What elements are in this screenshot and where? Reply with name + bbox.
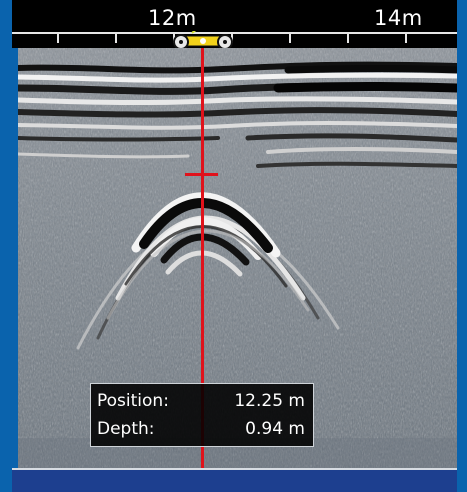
- position-label: Position:: [97, 391, 169, 411]
- depth-row: Depth: 0.94 m: [97, 417, 305, 441]
- bottom-divider: [12, 468, 457, 470]
- depth-label: Depth:: [97, 419, 155, 439]
- ruler-tick: [173, 33, 175, 43]
- depth-value: 0.94 m: [245, 419, 305, 439]
- ruler-tick: [115, 33, 117, 43]
- position-value: 12.25 m: [234, 391, 305, 411]
- position-cursor-line[interactable]: [201, 48, 204, 472]
- ruler-label-12m: 12m: [148, 6, 197, 30]
- ruler-tick: [57, 33, 59, 43]
- ruler-tick: [347, 33, 349, 43]
- distance-ruler: 12m 14m: [12, 0, 457, 50]
- ruler-baseline: [12, 32, 457, 34]
- position-row: Position: 12.25 m: [97, 389, 305, 413]
- ruler-tick: [405, 33, 407, 43]
- cursor-readout-panel: Position: 12.25 m Depth: 0.94 m: [90, 383, 314, 447]
- ruler-tick: [289, 33, 291, 43]
- ruler-label-14m: 14m: [374, 6, 423, 30]
- ruler-tick: [231, 33, 233, 43]
- bottom-status-bar: [12, 470, 457, 492]
- depth-cursor-marker[interactable]: [185, 173, 218, 176]
